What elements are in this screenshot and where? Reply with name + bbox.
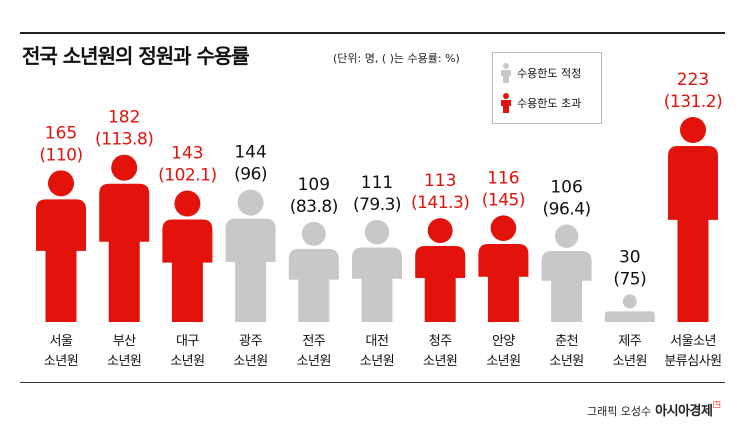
category-label: 소년원 xyxy=(297,354,331,369)
value-label: 223 xyxy=(677,70,709,90)
rate-label: (75) xyxy=(613,269,646,289)
category-label: 분류심사원 xyxy=(664,354,721,369)
bar-head xyxy=(301,221,326,246)
bar-head xyxy=(680,117,706,143)
category-label: 전주 xyxy=(302,334,325,349)
category-label: 소년원 xyxy=(423,354,457,369)
rate-label: (145) xyxy=(482,190,525,210)
bar-body xyxy=(99,183,150,322)
category-label: 소년원 xyxy=(170,354,204,369)
category-label: 서울소년 xyxy=(670,334,716,349)
unit-note: (단위: 명, ( )는 수용률: %) xyxy=(333,52,460,65)
page-title: 전국 소년원의 정원과 수용률 xyxy=(22,44,250,68)
person-icon xyxy=(501,63,511,83)
bar-head xyxy=(364,219,390,245)
category-label: 광주 xyxy=(239,334,262,349)
value-label: 106 xyxy=(550,178,582,198)
value-label: 109 xyxy=(298,175,330,195)
bar-body xyxy=(668,146,718,322)
value-label: 116 xyxy=(487,168,519,188)
category-label: 춘천 xyxy=(555,334,578,349)
bar-head xyxy=(554,224,579,248)
bar-head xyxy=(237,189,264,216)
category-label: 청주 xyxy=(429,334,452,349)
value-label: 144 xyxy=(234,143,266,163)
rate-label: (102.1) xyxy=(158,166,216,186)
top-rule xyxy=(20,32,725,34)
bottom-rule xyxy=(20,382,725,383)
bar-head xyxy=(622,294,637,309)
credit: 그래픽 오성수 아시아경제◳ xyxy=(587,400,721,419)
legend: 수용한도 적정 수용한도 초과 xyxy=(492,52,602,124)
rate-label: (96.4) xyxy=(543,200,591,220)
rate-label: (79.3) xyxy=(353,195,401,215)
legend-label-over: 수용한도 초과 xyxy=(517,97,582,110)
legend-label-ok: 수용한도 적정 xyxy=(517,67,582,80)
bar-head xyxy=(174,190,201,217)
value-label: 165 xyxy=(45,123,77,143)
category-label: 서울 xyxy=(50,334,73,349)
rate-label: (110) xyxy=(39,145,82,165)
category-label: 대전 xyxy=(366,334,389,349)
category-label: 소년원 xyxy=(613,354,647,369)
category-label: 안양 xyxy=(492,334,515,349)
category-label: 소년원 xyxy=(549,354,583,369)
bar-body xyxy=(478,243,529,322)
category-label: 소년원 xyxy=(486,354,520,369)
value-label: 113 xyxy=(424,171,456,191)
bar-body xyxy=(225,218,276,322)
legend-item-over: 수용한도 초과 xyxy=(499,93,581,113)
rate-label: (113.8) xyxy=(95,130,153,150)
value-label: 30 xyxy=(619,247,641,267)
credit-text: 그래픽 오성수 xyxy=(586,405,652,418)
bar-body xyxy=(415,246,466,322)
category-label: 소년원 xyxy=(44,354,78,369)
value-label: 111 xyxy=(361,173,393,193)
bar-head xyxy=(48,170,74,197)
category-label: 제주 xyxy=(618,334,641,349)
bar-body xyxy=(288,248,339,322)
rate-label: (96) xyxy=(234,165,267,185)
bar-head xyxy=(111,154,138,181)
person-icon xyxy=(501,93,511,113)
category-label: 소년원 xyxy=(233,354,267,369)
bar-head xyxy=(427,218,453,244)
category-label: 소년원 xyxy=(360,354,394,369)
brand-logo: 아시아경제 xyxy=(655,404,713,419)
rate-label: (141.3) xyxy=(411,193,469,213)
bar-body xyxy=(604,311,655,322)
legend-item-ok: 수용한도 적정 xyxy=(499,63,581,83)
category-label: 대구 xyxy=(176,334,199,349)
bar-head xyxy=(490,215,517,241)
value-label: 182 xyxy=(108,108,140,128)
rate-label: (83.8) xyxy=(290,197,338,217)
bar-body xyxy=(36,199,86,322)
value-label: 143 xyxy=(171,144,203,164)
bar-body xyxy=(541,250,592,322)
bar-body xyxy=(352,247,402,322)
category-label: 소년원 xyxy=(107,354,141,369)
rate-label: (131.2) xyxy=(664,92,722,112)
bar-body xyxy=(162,219,213,322)
brand-mark-icon: ◳ xyxy=(712,400,721,410)
category-label: 부산 xyxy=(113,334,136,349)
